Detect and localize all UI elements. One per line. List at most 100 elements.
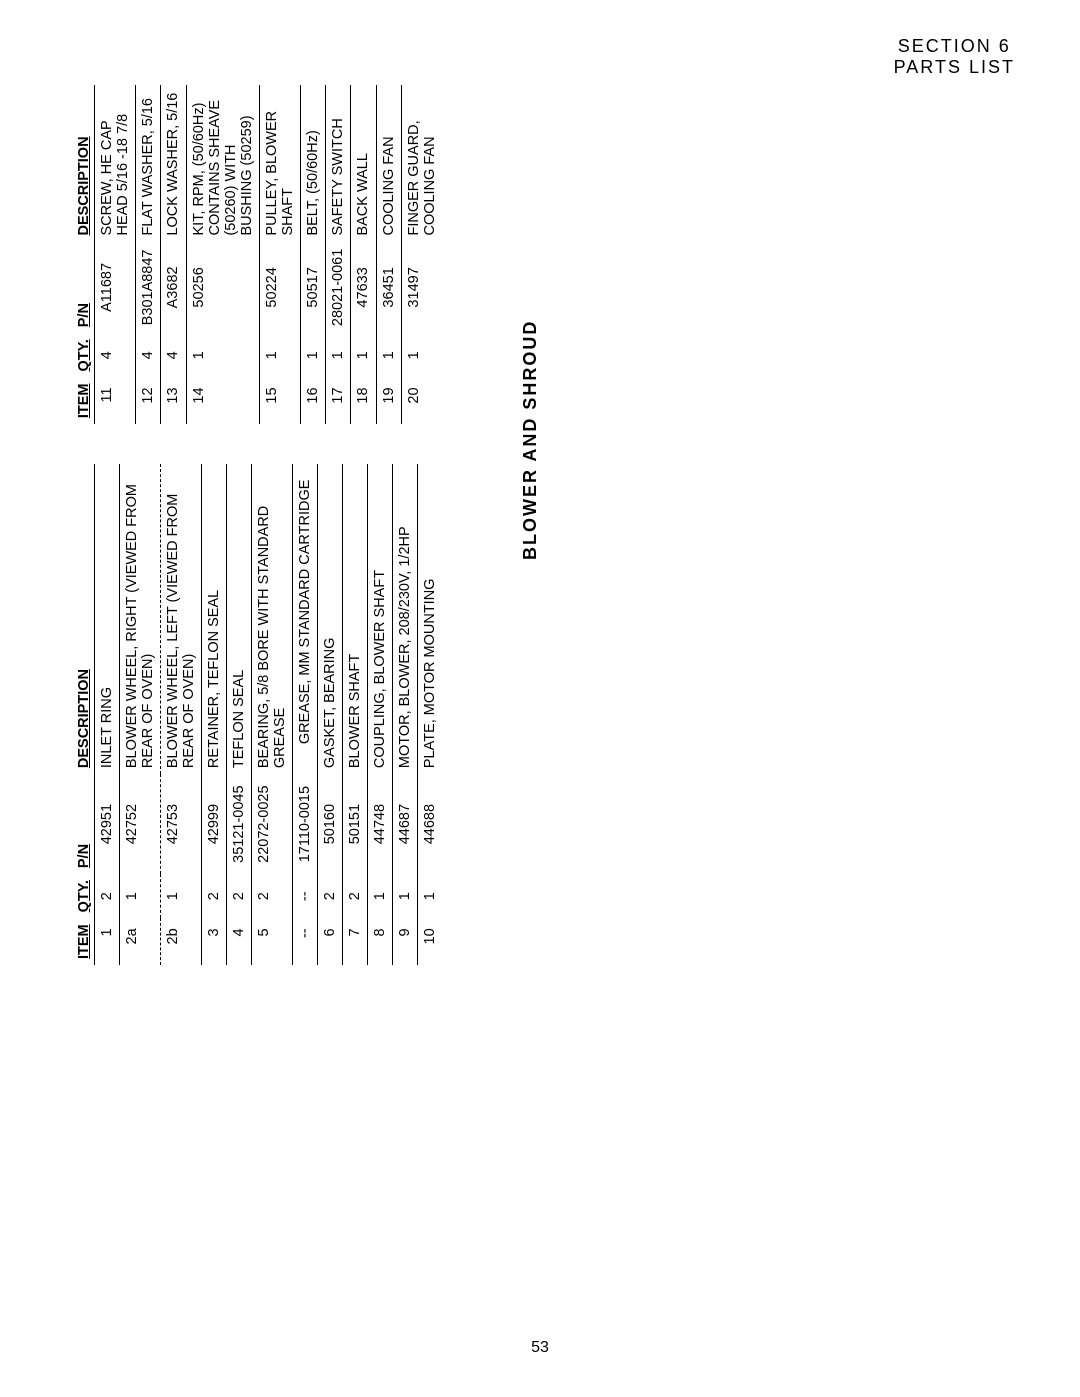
col-desc: DESCRIPTION [72, 464, 95, 774]
cell-qty: 1 [259, 333, 300, 377]
table-row: 10144688PLATE, MOTOR MOUNTING [418, 464, 443, 965]
cell-pn: 42951 [95, 774, 120, 874]
cell-item: 7 [343, 918, 368, 965]
cell-desc: BLOWER SHAFT [343, 464, 368, 774]
cell-item: 2b [161, 918, 202, 965]
cell-qty: 1 [393, 874, 418, 918]
cell-pn: 35121-0045 [227, 774, 252, 874]
cell-desc: LOCK WASHER, 5/16 [161, 85, 186, 242]
cell-desc: GREASE, MM STANDARD CARTRIDGE [293, 464, 318, 774]
parts-table-right: ITEM QTY. P/N DESCRIPTION 114A11687SCREW… [72, 85, 442, 424]
cell-item: -- [293, 918, 318, 965]
cell-desc: MOTOR, BLOWER, 208/230V, 1/2HP [393, 464, 418, 774]
table-row: 15150224PULLEY, BLOWER SHAFT [259, 85, 300, 424]
cell-pn: B301A8847 [136, 242, 161, 334]
col-qty: QTY. [72, 874, 95, 918]
table-row: 14150256KIT, RPM, (50/60Hz) CONTAINS SHE… [186, 85, 259, 424]
parts-tables: ITEM QTY. P/N DESCRIPTION 1242951INLET R… [72, 85, 442, 965]
cell-item: 16 [301, 377, 326, 424]
cell-item: 15 [259, 377, 300, 424]
cell-desc: PLATE, MOTOR MOUNTING [418, 464, 443, 774]
cell-pn: 50224 [259, 242, 300, 334]
cell-qty: 2 [318, 874, 343, 918]
cell-pn: 42753 [161, 774, 202, 874]
page-number: 53 [0, 1339, 1080, 1357]
cell-pn: 42999 [202, 774, 227, 874]
cell-item: 1 [95, 918, 120, 965]
cell-qty: 1 [401, 333, 442, 377]
cell-pn: 31497 [401, 242, 442, 334]
cell-pn: 44688 [418, 774, 443, 874]
cell-qty: 4 [136, 333, 161, 377]
cell-pn: 44748 [368, 774, 393, 874]
cell-item: 5 [252, 918, 293, 965]
cell-desc: BLOWER WHEEL, LEFT (VIEWED FROM REAR OF … [161, 464, 202, 774]
cell-item: 2a [120, 918, 161, 965]
cell-pn: 50160 [318, 774, 343, 874]
cell-qty: -- [293, 874, 318, 918]
cell-pn: A3682 [161, 242, 186, 334]
cell-pn: 50517 [301, 242, 326, 334]
table-row: 19136451COOLING FAN [376, 85, 401, 424]
page-title: BLOWER AND SHROUD [520, 320, 541, 560]
table-row: 114A11687SCREW, HE CAP HEAD 5/16 -18 7/8 [95, 85, 136, 424]
cell-pn: 22072-0025 [252, 774, 293, 874]
cell-item: 9 [393, 918, 418, 965]
cell-item: 6 [318, 918, 343, 965]
cell-desc: COUPLING, BLOWER SHAFT [368, 464, 393, 774]
cell-desc: FLAT WASHER, 5/16 [136, 85, 161, 242]
cell-pn: 42752 [120, 774, 161, 874]
cell-desc: INLET RING [95, 464, 120, 774]
cell-pn: 50256 [186, 242, 259, 334]
cell-qty: 2 [343, 874, 368, 918]
cell-item: 13 [161, 377, 186, 424]
cell-pn: A11687 [95, 242, 136, 334]
cell-desc: BACK WALL [351, 85, 376, 242]
cell-item: 18 [351, 377, 376, 424]
cell-desc: GASKET, BEARING [318, 464, 343, 774]
cell-qty: 4 [95, 333, 136, 377]
cell-desc: BEARING, 5/8 BORE WITH STANDARD GREASE [252, 464, 293, 774]
cell-pn: 28021-0061 [326, 242, 351, 334]
table-row: 8144748COUPLING, BLOWER SHAFT [368, 464, 393, 965]
col-pn: P/N [72, 242, 95, 334]
table-row: 17128021-0061SAFETY SWITCH [326, 85, 351, 424]
cell-item: 19 [376, 377, 401, 424]
cell-desc: BELT, (50/60Hz) [301, 85, 326, 242]
cell-item: 17 [326, 377, 351, 424]
table-row: 6250160GASKET, BEARING [318, 464, 343, 965]
cell-item: 14 [186, 377, 259, 424]
cell-qty: 4 [161, 333, 186, 377]
table-row: 9144687MOTOR, BLOWER, 208/230V, 1/2HP [393, 464, 418, 965]
table-row: ----17110-0015GREASE, MM STANDARD CARTRI… [293, 464, 318, 965]
cell-desc: RETAINER, TEFLON SEAL [202, 464, 227, 774]
table-row: 3242999RETAINER, TEFLON SEAL [202, 464, 227, 965]
cell-item: 3 [202, 918, 227, 965]
parts-table-left: ITEM QTY. P/N DESCRIPTION 1242951INLET R… [72, 464, 442, 965]
table-row: 16150517BELT, (50/60Hz) [301, 85, 326, 424]
cell-qty: 1 [186, 333, 259, 377]
cell-desc: SAFETY SWITCH [326, 85, 351, 242]
table-row: 1242951INLET RING [95, 464, 120, 965]
cell-qty: 1 [120, 874, 161, 918]
cell-item: 8 [368, 918, 393, 965]
cell-qty: 1 [418, 874, 443, 918]
col-item: ITEM [72, 377, 95, 424]
cell-pn: 17110-0015 [293, 774, 318, 874]
cell-desc: PULLEY, BLOWER SHAFT [259, 85, 300, 242]
table-row: 134A3682LOCK WASHER, 5/16 [161, 85, 186, 424]
cell-qty: 1 [376, 333, 401, 377]
cell-item: 20 [401, 377, 442, 424]
table-row: 2a142752BLOWER WHEEL, RIGHT (VIEWED FROM… [120, 464, 161, 965]
section-header: SECTION 6 PARTS LIST [894, 36, 1015, 78]
col-pn: P/N [72, 774, 95, 874]
table-row: 5222072-0025BEARING, 5/8 BORE WITH STAND… [252, 464, 293, 965]
cell-desc: FINGER GUARD, COOLING FAN [401, 85, 442, 242]
cell-pn: 47633 [351, 242, 376, 334]
cell-qty: 1 [161, 874, 202, 918]
cell-qty: 2 [95, 874, 120, 918]
table-row: 20131497FINGER GUARD, COOLING FAN [401, 85, 442, 424]
cell-qty: 1 [368, 874, 393, 918]
cell-pn: 50151 [343, 774, 368, 874]
col-item: ITEM [72, 918, 95, 965]
